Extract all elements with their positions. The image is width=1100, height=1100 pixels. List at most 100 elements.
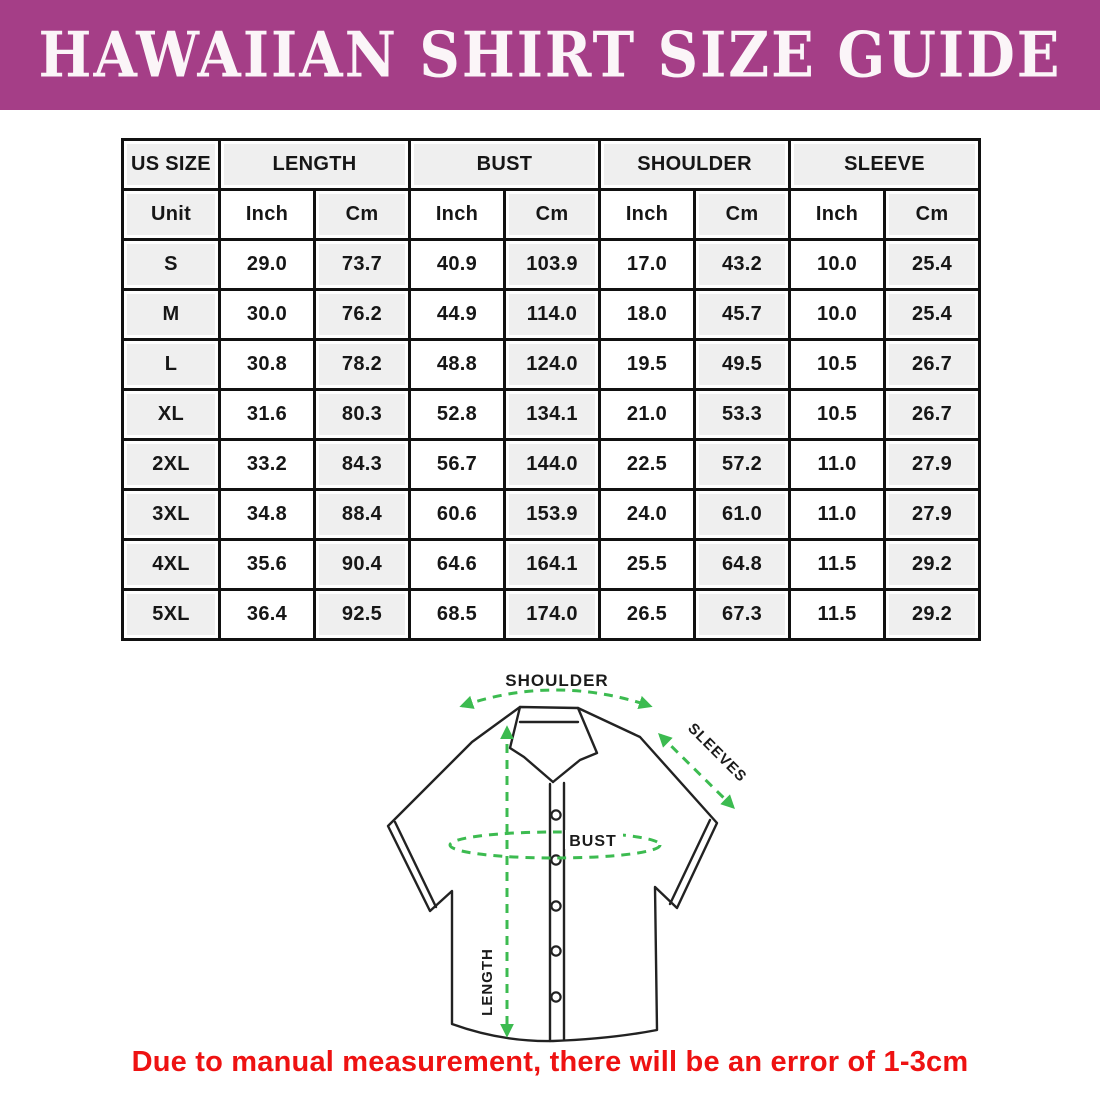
unit-header: Inch [598,188,696,241]
measurement-value: 43.2 [692,238,792,291]
measurement-value: 103.9 [503,238,601,291]
unit-header: Inch [408,188,506,241]
unit-header: Cm [503,188,601,241]
size-label: M [121,288,221,341]
shirt-measurement-diagram: SHOULDER SLEEVES BUST LENGTH [352,652,752,1052]
measurement-value: 53.3 [692,388,792,441]
measurement-value: 56.7 [408,438,506,491]
measurement-value: 33.2 [218,438,316,491]
measurement-value: 80.3 [313,388,411,441]
measurement-value: 44.9 [408,288,506,341]
size-row-XL: XL 31.6 80.3 52.8 134.1 21.0 53.3 10.5 26.7 [121,388,982,441]
measurement-value: 36.4 [218,588,316,641]
bust-label-bg [565,830,623,849]
measurement-value: 68.5 [408,588,506,641]
measurement-value: 31.6 [218,388,316,441]
group-header-bust: BUST [408,138,601,191]
measurement-value: 78.2 [313,338,411,391]
measurement-value: 153.9 [503,488,601,541]
measurement-value: 10.0 [788,288,887,341]
shoulder-label: SHOULDER [505,671,608,690]
group-header-shoulder: SHOULDER [597,138,792,191]
measurement-value: 34.8 [218,488,316,541]
size-row-2XL: 2XL 33.2 84.3 56.7 144.0 22.5 57.2 11.0 27.9 [121,438,982,491]
measurement-value: 10.5 [788,388,887,441]
size-label: L [121,338,221,391]
size-label: XL [121,388,221,441]
measurement-value: 134.1 [503,388,601,441]
bust-measure-ellipse [448,830,662,860]
size-row-4XL: 4XL 35.6 90.4 64.6 164.1 25.5 64.8 11.5 29.2 [121,538,982,591]
shirt-left-lapel [508,705,555,784]
measurement-value: 25.4 [883,288,982,341]
size-row-5XL: 5XL 36.4 92.5 68.5 174.0 26.5 67.3 11.5 29.2 [121,588,982,641]
measurement-value: 22.5 [598,438,696,491]
size-label: 4XL [121,538,221,591]
measurement-value: 92.5 [313,588,411,641]
unit-header: Inch [788,188,887,241]
shirt-outline [386,705,719,1043]
measurement-value: 76.2 [313,288,411,341]
measurement-value: 18.0 [598,288,696,341]
measurement-value: 27.9 [883,488,982,541]
measurement-value: 10.5 [788,338,887,391]
size-table-body: S 29.0 73.7 40.9 103.9 17.0 43.2 10.0 25.4 M 30.0 7… [121,238,982,641]
unit-header: Inch [218,188,316,241]
measurement-value: 25.5 [598,538,696,591]
measurement-value: 48.8 [408,338,506,391]
size-row-S: S 29.0 73.7 40.9 103.9 17.0 43.2 10.0 25.4 [121,238,982,291]
size-row-L: L 30.8 78.2 48.8 124.0 19.5 49.5 10.5 26.7 [121,338,982,391]
header-banner: HAWAIIAN SHIRT SIZE GUIDE [0,0,1100,110]
size-row-3XL: 3XL 34.8 88.4 60.6 153.9 24.0 61.0 11.0 27.9 [121,488,982,541]
measurement-disclaimer: Due to manual measurement, there will be… [131,1046,969,1078]
shirt-right-cuff-line [668,818,712,906]
shoulder-measure-arrow [459,688,653,710]
size-label: 5XL [121,588,221,641]
measurement-value: 45.7 [692,288,792,341]
measurement-value: 124.0 [503,338,601,391]
size-table: US SIZE LENGTH BUST SHOULDER SLEEVE Unit Inch C… [121,138,982,641]
measurement-value: 26.7 [883,338,982,391]
bust-label: BUST [569,833,617,850]
measurement-value: 90.4 [313,538,411,591]
measurement-value: 11.0 [788,438,887,491]
unit-header: Cm [883,188,982,241]
measurement-value: 29.2 [883,588,982,641]
group-header-row: US SIZE LENGTH BUST SHOULDER SLEEVE [121,138,982,191]
measurement-value: 64.6 [408,538,506,591]
measurement-value: 164.1 [503,538,601,591]
shirt-diagram-svg: SHOULDER SLEEVES BUST LENGTH [386,671,750,1043]
page-title: HAWAIIAN SHIRT SIZE GUIDE [38,18,1062,92]
shirt-buttons [550,809,562,1003]
measurement-value: 29.0 [218,238,316,291]
sleeves-measure-arrow [658,733,735,809]
measurement-value: 174.0 [503,588,601,641]
measurement-value: 26.5 [598,588,696,641]
shirt-right-lapel [551,706,599,784]
size-label: 2XL [121,438,221,491]
measurement-value: 35.6 [218,538,316,591]
unit-header: Cm [313,188,411,241]
measurement-value: 27.9 [883,438,982,491]
measurement-value: 21.0 [598,388,696,441]
measurement-value: 10.0 [788,238,887,291]
sleeves-label: SLEEVES [684,720,750,786]
measurement-value: 11.5 [788,538,887,591]
measurement-value: 25.4 [883,238,982,291]
size-table-head: US SIZE LENGTH BUST SHOULDER SLEEVE Unit Inch C… [121,138,982,241]
length-label: LENGTH [479,948,496,1016]
measurement-value: 11.0 [788,488,887,541]
measurement-value: 49.5 [692,338,792,391]
measurement-value: 61.0 [692,488,792,541]
size-row-M: M 30.0 76.2 44.9 114.0 18.0 45.7 10.0 25.4 [121,288,982,341]
measurement-value: 11.5 [788,588,887,641]
group-header-sleeve: SLEEVE [788,138,982,191]
measurement-value: 64.8 [692,538,792,591]
measurement-value: 52.8 [408,388,506,441]
measurement-value: 114.0 [503,288,601,341]
measurement-value: 84.3 [313,438,411,491]
measurement-value: 17.0 [598,238,696,291]
shirt-left-cuff-line [393,820,438,909]
shirt-placket [548,781,566,1043]
unit-row: Unit Inch Cm Inch Cm Inch Cm Inch Cm [121,188,982,241]
